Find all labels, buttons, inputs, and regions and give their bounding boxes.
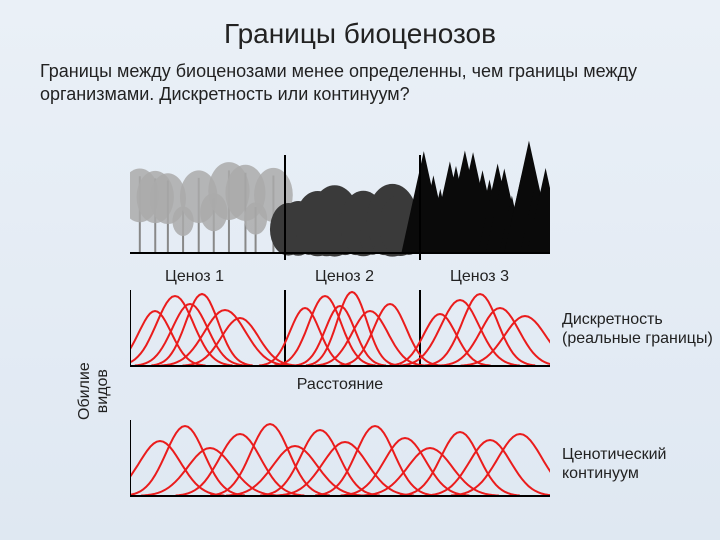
chart-continuum (130, 420, 550, 500)
page-subtitle: Границы между биоценозами менее определе… (40, 60, 680, 105)
x-axis-label: Расстояние (130, 376, 550, 394)
cenosis-1-label: Ценоз 1 (165, 268, 224, 286)
cenosis-2-label: Ценоз 2 (315, 268, 374, 286)
page-title: Границы биоценозов (0, 18, 720, 50)
forest-illustration (130, 135, 550, 260)
y-axis-label: Обилие видов (76, 362, 112, 420)
label-continuum: Ценотический континуум (562, 445, 667, 483)
cenosis-3-label: Ценоз 3 (450, 268, 509, 286)
cenosis-labels: Ценоз 1 Ценоз 2 Ценоз 3 (130, 268, 550, 288)
chart-discrete (130, 290, 550, 370)
label-discrete: Дискретность (реальные границы) (562, 310, 713, 348)
